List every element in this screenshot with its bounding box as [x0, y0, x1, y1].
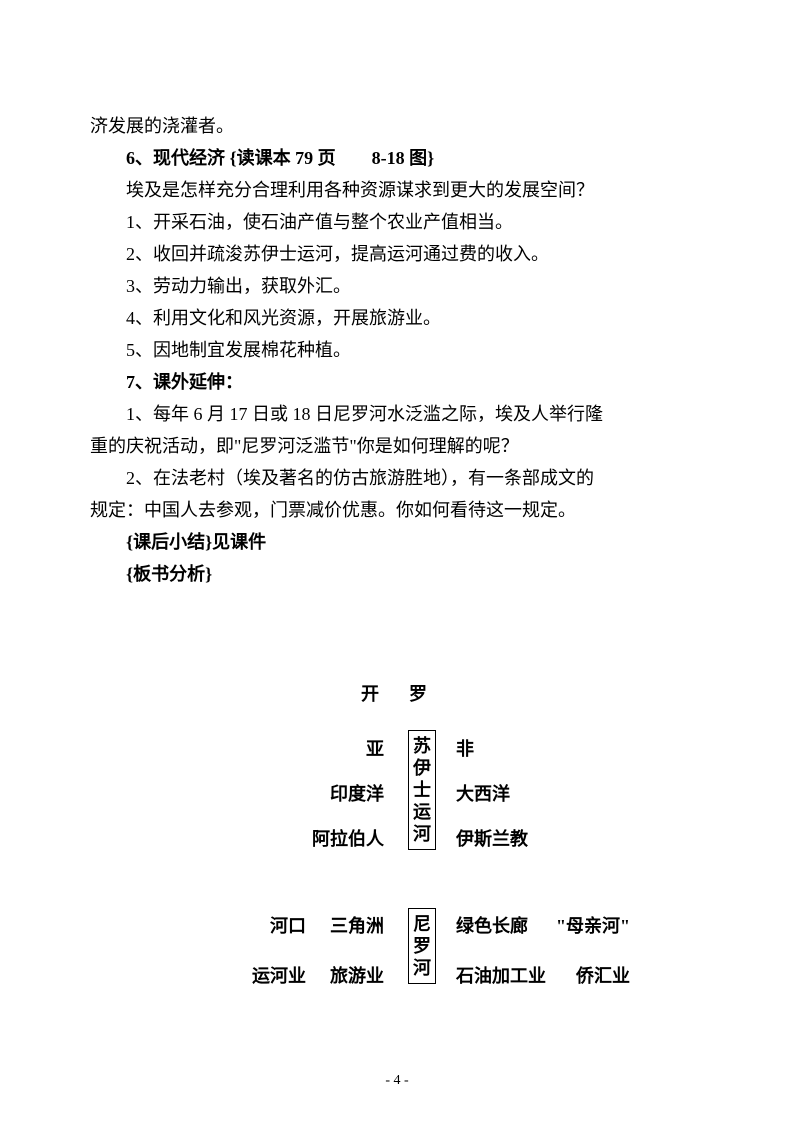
diagram-box-suez: 苏 伊 士 运 河 [408, 730, 436, 850]
box-char: 尼 [409, 913, 435, 935]
dg-right-remit: 侨汇业 [576, 962, 630, 988]
box-char: 河 [409, 823, 435, 845]
heading-7: 7、课外延伸： [90, 366, 704, 398]
summary-heading: {课后小结}见课件 [90, 526, 704, 558]
diagram-box-nile: 尼 罗 河 [408, 908, 436, 984]
box-char: 士 [409, 779, 435, 801]
dg-left-delta-a: 河口 [270, 912, 306, 938]
dg-right-africa: 非 [456, 735, 474, 761]
list-item: 5、因地制宜发展棉花种植。 [90, 334, 704, 366]
list-item: 1、开采石油，使石油产值与整个农业产值相当。 [90, 206, 704, 238]
box-char: 苏 [409, 735, 435, 757]
document-page: 济发展的浇灌者。 6、现代经济 {读课本 79 页 8-18 图} 埃及是怎样充… [0, 0, 794, 1123]
dg-left-delta-b: 三角洲 [330, 912, 384, 938]
dg-left-indian: 印度洋 [330, 780, 384, 806]
dg-left-arab: 阿拉伯人 [312, 825, 384, 851]
board-heading: {板书分析} [90, 558, 704, 590]
board-diagram: 开 罗 苏 伊 士 运 河 尼 罗 河 亚 印度洋 阿拉伯人 三角洲 河口 旅游… [90, 680, 704, 1030]
list-item: 2、收回并疏浚苏伊士运河，提高运河通过费的收入。 [90, 238, 704, 270]
box-char: 伊 [409, 757, 435, 779]
list-item: 2、在法老村（埃及著名的仿古旅游胜地），有一条部成文的 [90, 462, 704, 494]
list-item: 3、劳动力输出，获取外汇。 [90, 270, 704, 302]
diagram-title: 开 罗 [90, 680, 704, 706]
box-char: 运 [409, 801, 435, 823]
paragraph-continuation: 济发展的浇灌者。 [90, 110, 704, 142]
question-6: 埃及是怎样充分合理利用各种资源谋求到更大的发展空间？ [90, 174, 704, 206]
box-char: 河 [409, 957, 435, 979]
dg-right-oil: 石油加工业 [456, 962, 546, 988]
dg-right-green: 绿色长廊 [456, 912, 528, 938]
list-item: 1、每年 6 月 17 日或 18 日尼罗河水泛滥之际，埃及人举行隆 [90, 398, 704, 430]
list-item-cont: 重的庆祝活动，即"尼罗河泛滥节"你是如何理解的呢？ [90, 430, 704, 462]
dg-left-asia: 亚 [366, 735, 384, 761]
dg-right-atlantic: 大西洋 [456, 780, 510, 806]
dg-right-mother: "母亲河" [556, 912, 630, 938]
page-number: - 4 - [0, 1073, 794, 1089]
heading-6: 6、现代经济 {读课本 79 页 8-18 图} [90, 142, 704, 174]
list-item-cont: 规定：中国人去参观，门票减价优惠。你如何看待这一规定。 [90, 494, 704, 526]
list-item: 4、利用文化和风光资源，开展旅游业。 [90, 302, 704, 334]
dg-right-islam: 伊斯兰教 [456, 825, 528, 851]
dg-left-tourism: 旅游业 [330, 962, 384, 988]
dg-left-canal-ind: 运河业 [252, 962, 306, 988]
box-char: 罗 [409, 935, 435, 957]
